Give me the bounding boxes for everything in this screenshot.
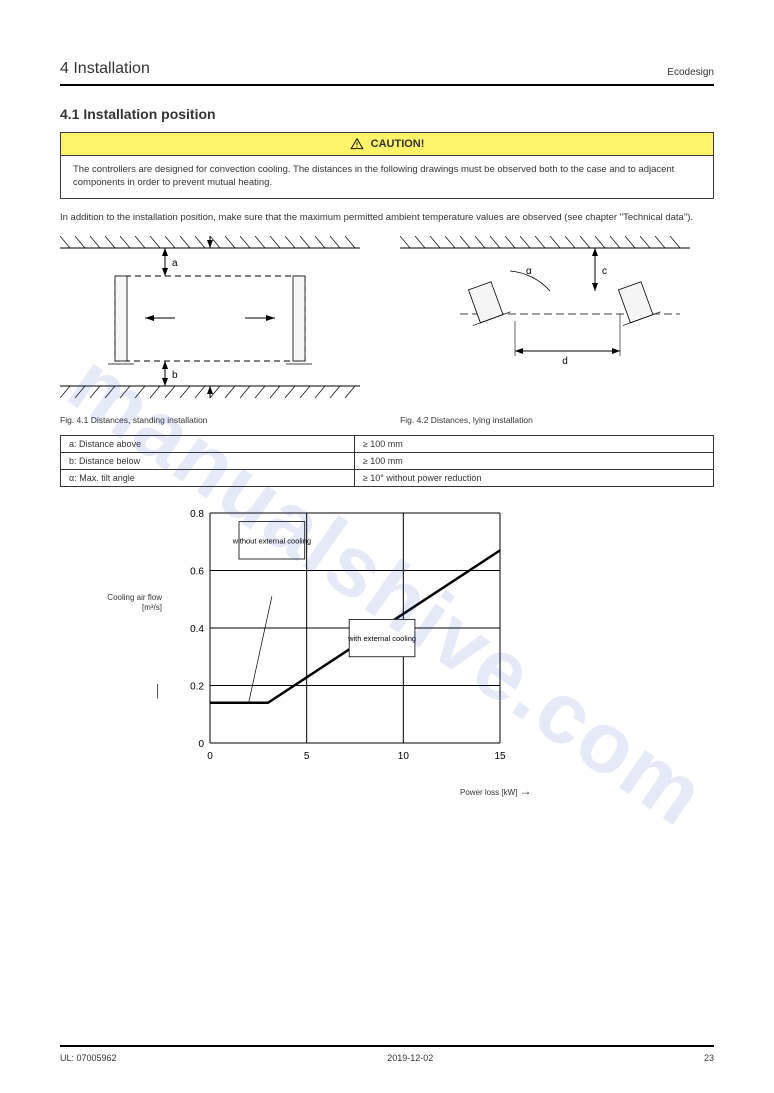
svg-text:a: a — [172, 258, 178, 269]
svg-text:d: d — [562, 356, 568, 367]
temperature-note: In addition to the installation position… — [60, 211, 714, 224]
dim-val: ≥ 100 mm — [354, 435, 713, 452]
svg-text:0: 0 — [207, 751, 213, 762]
warning-icon — [350, 137, 364, 151]
diagram-standing: a b — [60, 236, 360, 406]
installation-diagrams: a b Fig. 4.1 Distances, standing install… — [60, 236, 714, 425]
section-title: 4.1 Installation position — [60, 106, 714, 122]
svg-text:0: 0 — [198, 739, 204, 750]
table-row: α: Max. tilt angle ≥ 10° without power r… — [61, 469, 714, 486]
fig-caption-standing: Fig. 4.1 Distances, standing installatio… — [60, 415, 387, 425]
dim-val: ≥ 100 mm — [354, 452, 713, 469]
dim-key: α: — [69, 473, 77, 483]
caution-header: CAUTION! — [61, 133, 713, 156]
dim-key: b: — [69, 456, 77, 466]
footer-page: 23 — [704, 1053, 714, 1063]
header-brand: Ecodesign — [667, 67, 714, 78]
dim-desc: Max. tilt angle — [79, 473, 135, 483]
chart-x-axis-label: Power loss [kW] → — [180, 784, 714, 798]
diagram-lying: α c d — [400, 236, 690, 406]
svg-text:0.2: 0.2 — [190, 681, 204, 692]
svg-text:0.6: 0.6 — [190, 566, 204, 577]
footer-doc: UL: 07005962 — [60, 1053, 117, 1063]
svg-text:5: 5 — [304, 751, 310, 762]
svg-text:with external cooling: with external cooling — [347, 634, 416, 643]
page-header: 4 Installation Ecodesign — [60, 60, 714, 86]
dim-val: ≥ 10° without power reduction — [354, 469, 713, 486]
table-row: b: Distance below ≥ 100 mm — [61, 452, 714, 469]
fig-caption-lying: Fig. 4.2 Distances, lying installation — [400, 415, 714, 425]
dim-desc: Distance above — [79, 439, 141, 449]
caution-body: The controllers are designed for convect… — [61, 156, 713, 198]
dim-key: a: — [69, 439, 77, 449]
svg-text:α: α — [526, 266, 532, 277]
svg-text:10: 10 — [398, 751, 410, 762]
footer-date: 2019-12-02 — [387, 1053, 433, 1063]
svg-text:15: 15 — [494, 751, 506, 762]
caution-label: CAUTION! — [371, 138, 425, 150]
page-footer: UL: 07005962 2019-12-02 23 — [60, 1045, 714, 1063]
header-section: 4 Installation — [60, 60, 150, 78]
chart-y-axis-label: Cooling air flow [m³/s] │ — [60, 503, 170, 699]
caution-box: CAUTION! The controllers are designed fo… — [60, 132, 714, 199]
svg-text:c: c — [602, 266, 607, 277]
svg-text:without external cooling: without external cooling — [232, 536, 311, 545]
table-row: a: Distance above ≥ 100 mm — [61, 435, 714, 452]
dimension-table: a: Distance above ≥ 100 mm b: Distance b… — [60, 435, 714, 487]
svg-text:0.4: 0.4 — [190, 624, 204, 635]
svg-text:b: b — [172, 370, 178, 381]
dim-desc: Distance below — [79, 456, 140, 466]
svg-text:0.8: 0.8 — [190, 509, 204, 520]
cooling-chart: 0 5 10 15 0 0.2 0.4 0.6 0.8 without external cool… — [170, 503, 510, 773]
